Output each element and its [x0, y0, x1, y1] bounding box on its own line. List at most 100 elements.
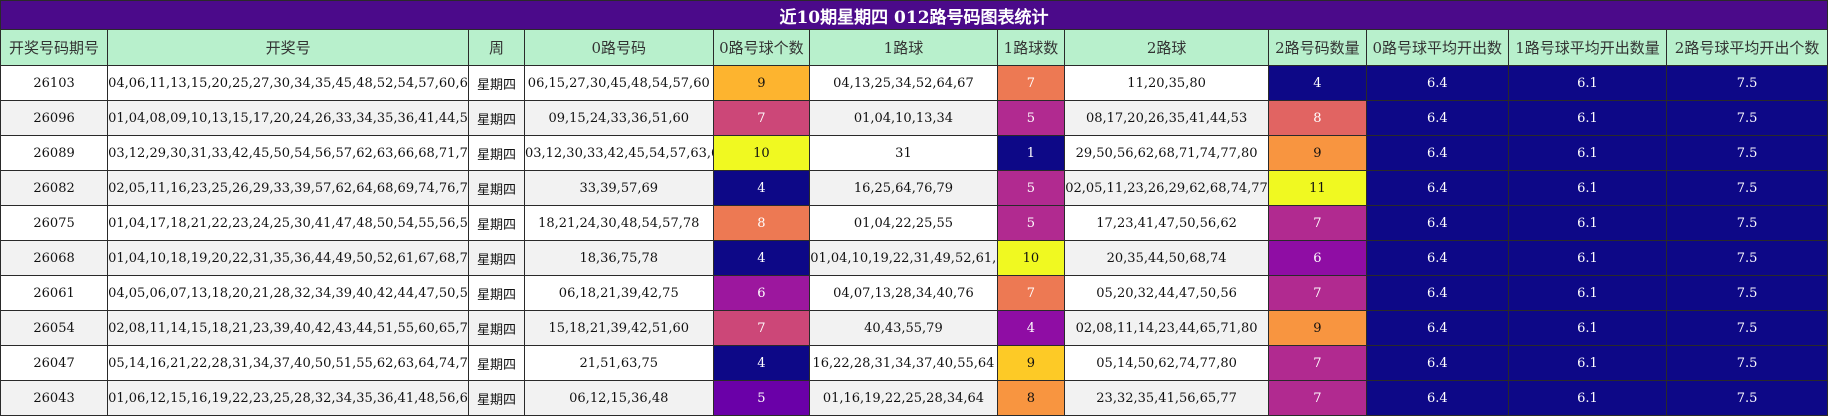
- period-cell: 26075: [0, 205, 109, 241]
- route0-count-cell: 7: [712, 310, 811, 346]
- route2-cell: 20,35,44,50,68,74: [1064, 240, 1269, 276]
- table-row: 26096 01,04,08,09,10,13,15,17,20,24,26,33…: [0, 100, 1828, 136]
- route0-avg-cell: 6.4: [1365, 240, 1509, 276]
- route0-avg-cell: 6.4: [1365, 275, 1509, 311]
- week-cell: 星期四: [468, 100, 525, 136]
- col-header-route2: 2路球: [1064, 29, 1269, 66]
- route1-count-cell: 9: [996, 345, 1066, 381]
- route0-count-cell: 6: [712, 275, 811, 311]
- route0-cell: 21,51,63,75: [523, 345, 714, 381]
- route0-cell: 06,18,21,39,42,75: [523, 275, 714, 311]
- route1-cell: 31: [809, 135, 998, 171]
- route0-avg-cell: 6.4: [1365, 100, 1509, 136]
- route2-count-cell: 7: [1267, 275, 1367, 311]
- route1-avg-cell: 6.1: [1507, 205, 1668, 241]
- route0-avg-cell: 6.4: [1365, 65, 1509, 101]
- route0-avg-cell: 6.4: [1365, 345, 1509, 381]
- period-cell: 26082: [0, 170, 109, 206]
- numbers-cell: 02,05,11,16,23,25,26,29,33,39,57,62,64,6…: [107, 170, 470, 206]
- route1-avg-cell: 6.1: [1507, 275, 1668, 311]
- route1-count-cell: 5: [996, 170, 1066, 206]
- table-row: 26082 02,05,11,16,23,25,26,29,33,39,57,62…: [0, 170, 1828, 206]
- route0-count-cell: 7: [712, 100, 811, 136]
- route0-avg-cell: 6.4: [1365, 205, 1509, 241]
- route2-avg-cell: 7.5: [1666, 310, 1828, 346]
- route0-avg-cell: 6.4: [1365, 310, 1509, 346]
- route0-cell: 03,12,30,33,42,45,54,57,63,66: [523, 135, 714, 171]
- route1-avg-cell: 6.1: [1507, 240, 1668, 276]
- numbers-cell: 04,05,06,07,13,18,20,21,28,32,34,39,40,4…: [107, 275, 470, 311]
- route2-avg-cell: 7.5: [1666, 170, 1828, 206]
- route0-avg-cell: 6.4: [1365, 135, 1509, 171]
- route2-count-cell: 8: [1267, 100, 1367, 136]
- table-row: 26061 04,05,06,07,13,18,20,21,28,32,34,39…: [0, 275, 1828, 311]
- route2-count-cell: 7: [1267, 380, 1367, 416]
- route2-avg-cell: 7.5: [1666, 205, 1828, 241]
- week-cell: 星期四: [468, 170, 525, 206]
- route2-avg-cell: 7.5: [1666, 275, 1828, 311]
- route2-count-cell: 7: [1267, 205, 1367, 241]
- route1-count-cell: 10: [996, 240, 1066, 276]
- route1-avg-cell: 6.1: [1507, 380, 1668, 416]
- route2-avg-cell: 7.5: [1666, 240, 1828, 276]
- route1-count-cell: 7: [996, 65, 1066, 101]
- route2-avg-cell: 7.5: [1666, 100, 1828, 136]
- week-cell: 星期四: [468, 345, 525, 381]
- route2-avg-cell: 7.5: [1666, 380, 1828, 416]
- route1-avg-cell: 6.1: [1507, 310, 1668, 346]
- route0-cell: 33,39,57,69: [523, 170, 714, 206]
- col-header-period: 开奖号码期号: [0, 29, 109, 66]
- period-cell: 26047: [0, 345, 109, 381]
- route1-avg-cell: 6.1: [1507, 345, 1668, 381]
- week-cell: 星期四: [468, 240, 525, 276]
- week-cell: 星期四: [468, 205, 525, 241]
- col-header-route1-count: 1路球数: [996, 29, 1066, 66]
- route2-cell: 08,17,20,26,35,41,44,53: [1064, 100, 1269, 136]
- route2-cell: 02,05,11,23,26,29,62,68,74,77,80: [1064, 170, 1269, 206]
- col-header-route1: 1路球: [809, 29, 998, 66]
- table-row: 26068 01,04,10,18,19,20,22,31,35,36,44,49…: [0, 240, 1828, 276]
- week-cell: 星期四: [468, 135, 525, 171]
- period-cell: 26054: [0, 310, 109, 346]
- week-cell: 星期四: [468, 65, 525, 101]
- period-cell: 26068: [0, 240, 109, 276]
- period-cell: 26061: [0, 275, 109, 311]
- col-header-route0: 0路号码: [523, 29, 714, 66]
- route1-avg-cell: 6.1: [1507, 65, 1668, 101]
- numbers-cell: 05,14,16,21,22,28,31,34,37,40,50,51,55,6…: [107, 345, 470, 381]
- route2-cell: 05,14,50,62,74,77,80: [1064, 345, 1269, 381]
- col-header-week: 周: [468, 29, 525, 66]
- col-header-route0-count: 0路号球个数: [712, 29, 811, 66]
- table-row: 26043 01,06,12,15,16,19,22,23,25,28,32,34…: [0, 380, 1828, 416]
- route1-avg-cell: 6.1: [1507, 135, 1668, 171]
- route0-cell: 06,15,27,30,45,48,54,57,60: [523, 65, 714, 101]
- route2-avg-cell: 7.5: [1666, 135, 1828, 171]
- table-row: 26075 01,04,17,18,21,22,23,24,25,30,41,47…: [0, 205, 1828, 241]
- route1-cell: 01,04,22,25,55: [809, 205, 998, 241]
- route0-count-cell: 8: [712, 205, 811, 241]
- route1-cell: 04,13,25,34,52,64,67: [809, 65, 998, 101]
- route2-count-cell: 4: [1267, 65, 1367, 101]
- table-row: 26103 04,06,11,13,15,20,25,27,30,34,35,45…: [0, 65, 1828, 101]
- numbers-cell: 02,08,11,14,15,18,21,23,39,40,42,43,44,5…: [107, 310, 470, 346]
- route2-count-cell: 6: [1267, 240, 1367, 276]
- period-cell: 26096: [0, 100, 109, 136]
- numbers-cell: 01,06,12,15,16,19,22,23,25,28,32,34,35,3…: [107, 380, 470, 416]
- period-cell: 26103: [0, 65, 109, 101]
- route2-count-cell: 9: [1267, 135, 1367, 171]
- col-header-route1-avg: 1路号球平均开出数量: [1507, 29, 1668, 66]
- period-cell: 26043: [0, 380, 109, 416]
- numbers-cell: 03,12,29,30,31,33,42,45,50,54,56,57,62,6…: [107, 135, 470, 171]
- route1-cell: 16,22,28,31,34,37,40,55,64: [809, 345, 998, 381]
- route0-avg-cell: 6.4: [1365, 170, 1509, 206]
- route1-avg-cell: 6.1: [1507, 100, 1668, 136]
- route0-count-cell: 5: [712, 380, 811, 416]
- col-header-route2-avg: 2路号球平均开出个数: [1666, 29, 1828, 66]
- header-row: 开奖号码期号 开奖号 周 0路号码 0路号球个数 1路球 1路球数 2路球 2路…: [0, 29, 1828, 66]
- col-header-numbers: 开奖号: [107, 29, 470, 66]
- table-title: 近10期星期四 012路号码图表统计: [0, 0, 1828, 30]
- route0-count-cell: 4: [712, 345, 811, 381]
- route2-count-cell: 9: [1267, 310, 1367, 346]
- route2-avg-cell: 7.5: [1666, 65, 1828, 101]
